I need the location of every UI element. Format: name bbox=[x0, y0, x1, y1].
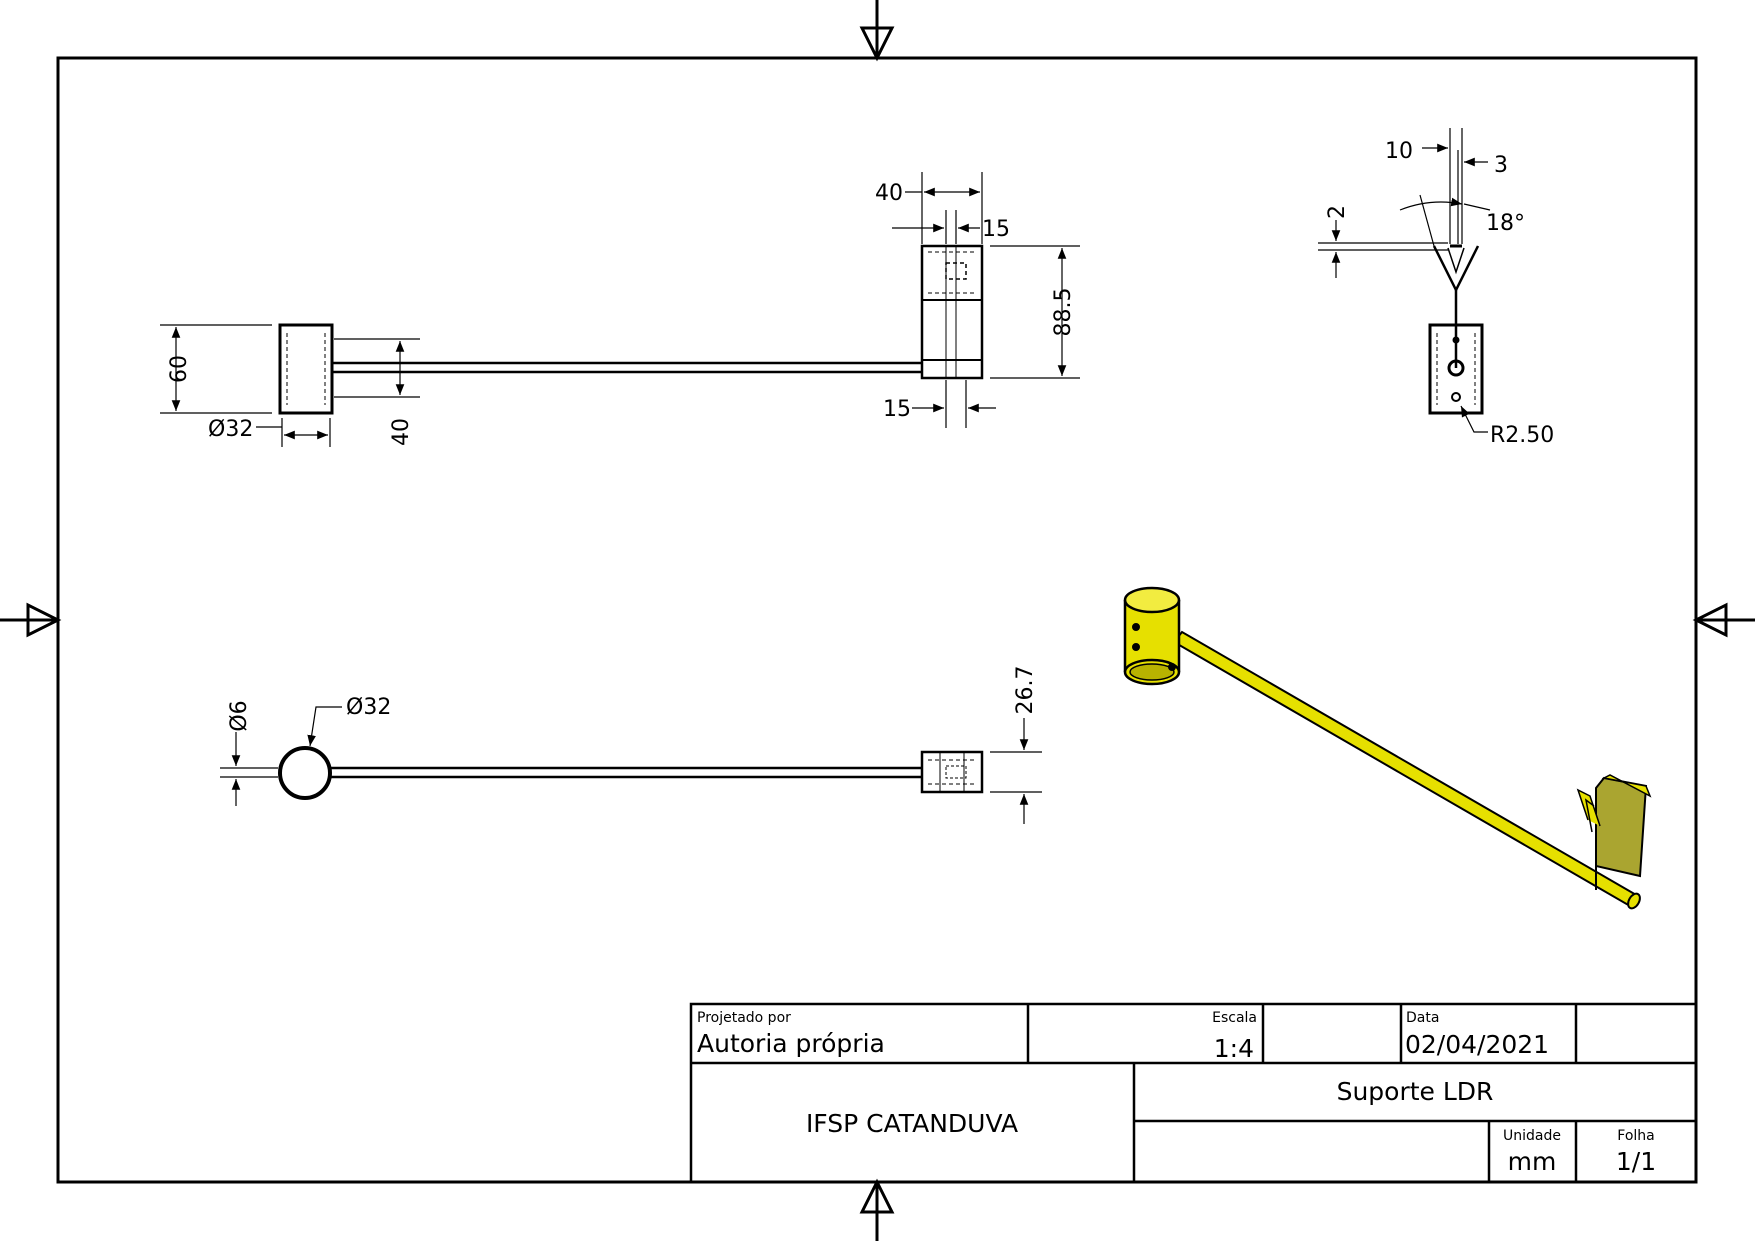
top-view-dimension-lines bbox=[220, 706, 1042, 824]
dim-front-rod-span: 40 bbox=[389, 418, 414, 446]
dim-front-cylinder-diameter: Ø32 bbox=[208, 417, 253, 442]
iso-clip bbox=[1576, 774, 1652, 890]
side-view-dimension-lines bbox=[1318, 128, 1491, 433]
front-view: 40 15 88.5 15 60 Ø32 40 bbox=[160, 172, 1080, 447]
dim-front-width-top: 40 bbox=[875, 181, 903, 206]
dim-front-height-right: 88.5 bbox=[1051, 288, 1076, 337]
sheet-label: Folha bbox=[1617, 1128, 1654, 1144]
front-view-geometry bbox=[278, 244, 984, 415]
dim-side-thickness: 2 bbox=[1325, 205, 1350, 219]
centering-mark-top bbox=[859, 0, 895, 62]
sheet-value: 1/1 bbox=[1616, 1147, 1656, 1176]
iso-cylinder bbox=[1123, 586, 1181, 686]
scale-value: 1:4 bbox=[1214, 1034, 1254, 1063]
isometric-view bbox=[1123, 586, 1652, 910]
dim-side-width-left: 10 bbox=[1385, 139, 1413, 164]
centering-mark-right bbox=[1692, 602, 1755, 638]
dim-front-offset-top: 15 bbox=[982, 217, 1010, 242]
designed-by-value: Autoria própria bbox=[697, 1029, 885, 1058]
front-view-dimension-lines bbox=[160, 172, 1080, 447]
top-view: Ø6 Ø32 26.7 bbox=[220, 666, 1042, 824]
dim-side-width-right: 3 bbox=[1494, 153, 1508, 178]
top-view-geometry bbox=[278, 746, 984, 800]
drawing-title: Suporte LDR bbox=[1337, 1077, 1494, 1106]
iso-rod bbox=[1172, 630, 1641, 910]
dim-top-cylinder-diameter: Ø32 bbox=[346, 695, 391, 720]
scale-label: Escala bbox=[1212, 1010, 1257, 1026]
dim-top-rod-diameter: Ø6 bbox=[227, 700, 252, 731]
designed-by-label: Projetado por bbox=[697, 1010, 791, 1026]
side-view-geometry bbox=[1428, 244, 1484, 415]
side-view: 10 3 2 18° R2.50 bbox=[1318, 128, 1554, 448]
date-value: 02/04/2021 bbox=[1405, 1030, 1549, 1059]
institution-name: IFSP CATANDUVA bbox=[806, 1109, 1018, 1138]
dim-front-cylinder-height: 60 bbox=[167, 355, 192, 383]
dim-side-radius: R2.50 bbox=[1490, 423, 1554, 448]
date-label: Data bbox=[1406, 1010, 1439, 1026]
centering-mark-left bbox=[0, 602, 62, 638]
centering-mark-bottom bbox=[859, 1178, 895, 1241]
dim-top-clip-height: 26.7 bbox=[1013, 666, 1038, 715]
dim-front-offset-bottom: 15 bbox=[883, 397, 911, 422]
dim-side-angle: 18° bbox=[1486, 211, 1525, 236]
title-block: Projetado por Autoria própria Escala 1:4… bbox=[689, 1002, 1698, 1184]
unit-value: mm bbox=[1508, 1147, 1557, 1176]
unit-label: Unidade bbox=[1503, 1128, 1561, 1144]
